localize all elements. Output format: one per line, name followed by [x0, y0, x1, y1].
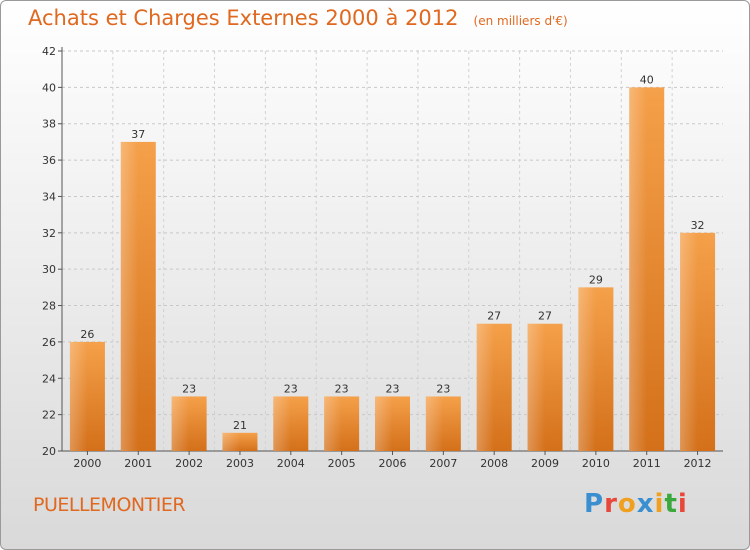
logo-letter: P	[584, 489, 605, 519]
x-tick-label: 2005	[328, 457, 356, 470]
data-label: 27	[538, 310, 552, 323]
x-tick-label: 2011	[633, 457, 661, 470]
y-tick-label: 26	[42, 336, 56, 349]
proxiti-logo: Proxiti	[584, 489, 688, 519]
y-tick-label: 32	[42, 227, 56, 240]
logo-letter: t	[664, 489, 678, 519]
x-tick-label: 2006	[379, 457, 407, 470]
y-tick-label: 36	[42, 154, 56, 167]
bar-highlight	[578, 287, 596, 451]
bar-highlight	[171, 396, 190, 451]
commune-name: PUELLEMONTIER	[33, 494, 186, 516]
x-tick-label: 2003	[226, 457, 254, 470]
data-label: 23	[436, 382, 450, 395]
bar-highlight	[222, 432, 240, 451]
x-tick-label: 2008	[480, 457, 508, 470]
x-tick-label: 2007	[429, 457, 457, 470]
data-label: 37	[131, 128, 145, 141]
data-label: 40	[640, 73, 654, 86]
x-tick-label: 2000	[73, 457, 101, 470]
x-tick-label: 2002	[175, 457, 203, 470]
logo-letter: r	[604, 489, 618, 519]
bars	[69, 87, 716, 451]
bar-highlight	[476, 323, 495, 451]
bar-highlight	[425, 396, 444, 451]
bar-highlight	[69, 341, 88, 451]
bar-highlight	[324, 396, 342, 451]
y-tick-label: 22	[42, 409, 56, 422]
bar-highlight	[273, 396, 291, 451]
bar-highlight	[375, 396, 393, 451]
x-tick-label: 2012	[684, 457, 712, 470]
chart-title: Achats et Charges Externes 2000 à 2012	[28, 6, 459, 30]
bar-highlight	[527, 323, 546, 451]
bar-highlight	[120, 141, 139, 451]
logo-letter: x	[636, 489, 655, 519]
y-tick-label: 34	[42, 190, 56, 203]
data-label: 23	[335, 382, 349, 395]
y-tick-label: 40	[42, 81, 56, 94]
y-tick-label: 20	[42, 445, 56, 458]
data-label: 29	[589, 273, 603, 286]
chart-subtitle: (en milliers d'€)	[473, 14, 568, 28]
bar-highlight	[680, 232, 698, 451]
data-label: 23	[284, 382, 298, 395]
y-tick-label: 38	[42, 118, 56, 131]
data-label: 23	[386, 382, 400, 395]
title-row: Achats et Charges Externes 2000 à 2012 (…	[28, 6, 568, 30]
y-tick-label: 42	[42, 45, 56, 58]
x-tick-label: 2010	[582, 457, 610, 470]
x-tick-label: 2004	[277, 457, 305, 470]
data-label: 21	[233, 419, 247, 432]
data-label: 32	[691, 219, 705, 232]
x-tick-label: 2009	[531, 457, 559, 470]
y-tick-label: 30	[42, 263, 56, 276]
x-tick-label: 2001	[124, 457, 152, 470]
labels: 26 37 23 21 23 23 23 23 27 27 29 40 32	[80, 73, 704, 431]
y-tick-label: 28	[42, 300, 56, 313]
logo-letter: i	[654, 489, 665, 519]
bar-highlight	[629, 87, 647, 451]
data-label: 27	[487, 310, 501, 323]
logo-letter: i	[677, 489, 688, 519]
logo-letter: o	[617, 489, 637, 519]
data-label: 26	[80, 328, 94, 341]
y-tick-label: 24	[42, 372, 56, 385]
data-label: 23	[182, 382, 196, 395]
